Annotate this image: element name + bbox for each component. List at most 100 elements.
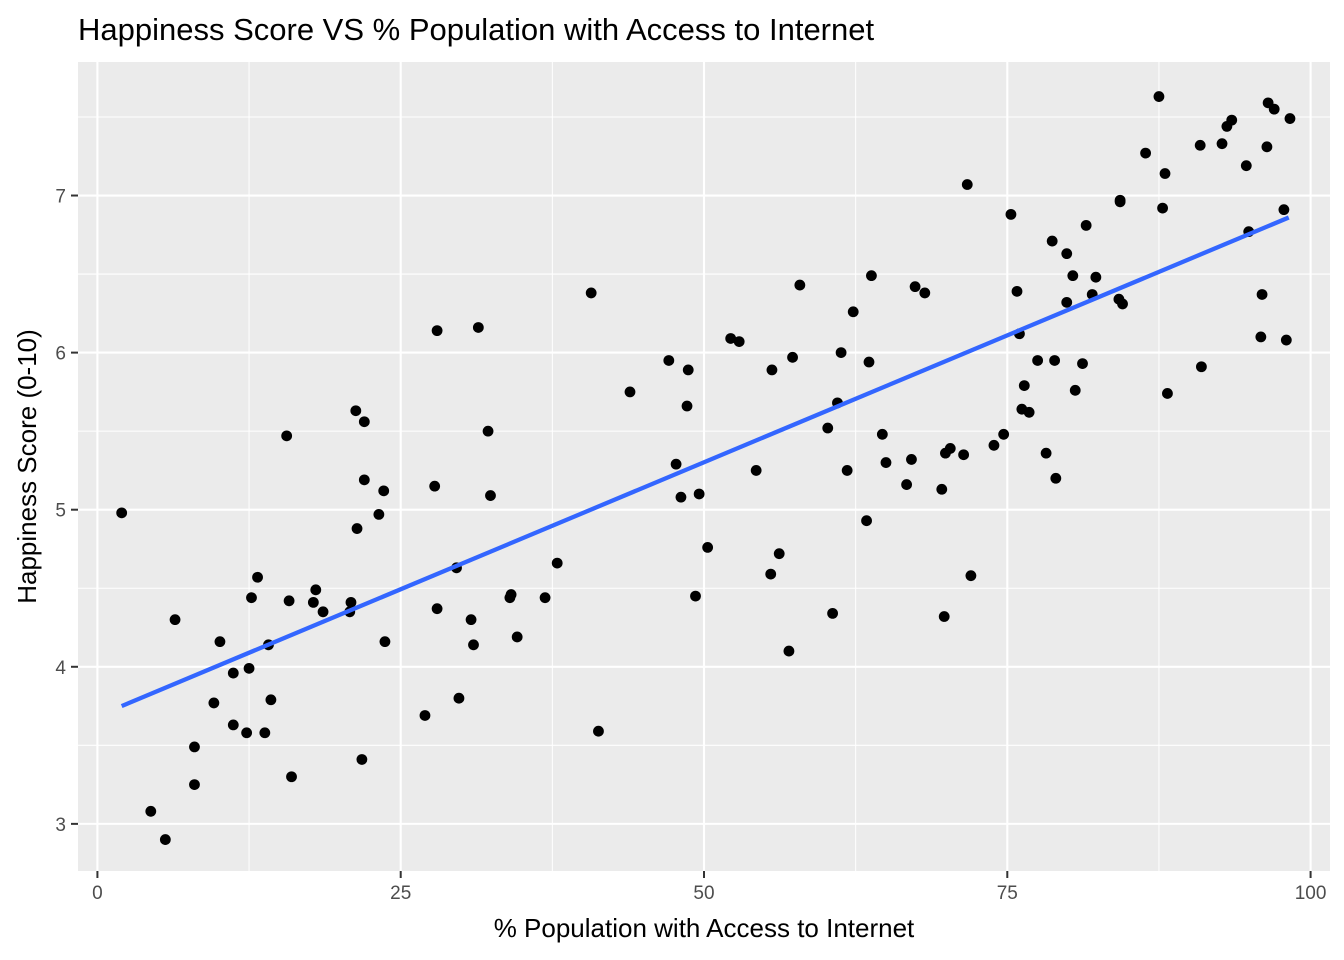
data-point	[1196, 361, 1207, 373]
data-point	[159, 834, 171, 845]
data-point	[901, 479, 913, 490]
data-point	[1050, 472, 1062, 484]
data-point	[379, 636, 391, 648]
data-point	[1153, 91, 1165, 102]
y-tick-label: 5	[55, 501, 66, 522]
data-point	[259, 727, 271, 739]
data-point	[725, 333, 737, 344]
data-point	[847, 306, 859, 318]
data-point	[1040, 447, 1052, 459]
data-point	[690, 590, 701, 602]
data-point	[1255, 331, 1267, 343]
data-point	[1226, 114, 1238, 126]
data-point	[189, 779, 200, 791]
data-point	[472, 322, 484, 333]
data-point	[693, 488, 705, 500]
data-point	[356, 754, 368, 765]
data-point	[880, 457, 892, 468]
scatter-points	[116, 91, 1296, 845]
data-point	[1114, 194, 1126, 206]
data-point	[350, 405, 362, 417]
data-point	[702, 542, 714, 553]
data-point	[835, 347, 847, 359]
x-tick-label: 100	[1295, 883, 1327, 904]
data-point	[681, 400, 693, 412]
data-point	[429, 480, 441, 492]
data-point	[750, 465, 762, 476]
data-point	[783, 645, 795, 657]
data-point	[317, 606, 329, 618]
x-tick-label: 75	[997, 883, 1018, 904]
data-point	[1090, 271, 1102, 283]
x-tick-label: 25	[390, 883, 411, 904]
data-point	[766, 364, 778, 376]
data-point	[145, 805, 157, 817]
data-point	[373, 509, 385, 520]
y-tick-label: 4	[55, 658, 66, 679]
trend-line	[120, 215, 1290, 709]
data-point	[116, 507, 128, 519]
data-point	[1023, 406, 1035, 418]
data-point	[358, 474, 370, 486]
data-point	[465, 614, 477, 626]
data-point	[243, 662, 255, 674]
data-point	[663, 355, 675, 366]
data-point	[539, 592, 551, 604]
data-point	[252, 571, 263, 583]
major-gridlines	[78, 62, 1330, 871]
data-point	[511, 631, 523, 643]
data-point	[1046, 235, 1058, 247]
data-point	[733, 336, 745, 348]
data-point	[1268, 103, 1280, 115]
data-point	[208, 697, 220, 709]
data-point	[1140, 147, 1151, 159]
data-point	[961, 179, 973, 190]
data-point	[241, 727, 253, 739]
data-point	[1162, 388, 1173, 399]
y-tick-label: 3	[55, 815, 66, 836]
data-point	[1284, 113, 1296, 124]
data-point	[1069, 384, 1081, 396]
data-point	[593, 725, 604, 737]
data-point	[585, 287, 597, 299]
data-point	[794, 279, 806, 291]
data-point	[1240, 160, 1252, 172]
data-point	[283, 595, 295, 607]
data-point	[827, 607, 838, 619]
data-point	[682, 364, 694, 376]
data-point	[453, 692, 465, 704]
data-point	[485, 490, 496, 501]
x-axis-ticks: 0 25 50 75 100	[92, 871, 1326, 904]
chart-title: Happiness Score VS % Population with Acc…	[78, 12, 874, 47]
data-point	[876, 428, 888, 440]
data-point	[958, 449, 970, 461]
data-point	[310, 584, 322, 596]
data-point	[1216, 138, 1228, 150]
x-tick-label: 0	[92, 883, 103, 904]
data-point	[1005, 208, 1017, 220]
data-point	[482, 425, 494, 437]
y-axis-ticks: 3 4 5 6 7	[55, 187, 78, 836]
data-point	[936, 483, 948, 495]
data-point	[965, 570, 977, 582]
data-point	[189, 741, 200, 753]
data-point	[1261, 141, 1273, 153]
data-point	[551, 557, 563, 569]
data-point	[1011, 285, 1023, 297]
x-tick-label: 50	[693, 883, 714, 904]
data-point	[1280, 334, 1292, 346]
data-point	[1049, 355, 1061, 366]
data-point	[307, 596, 319, 608]
data-point	[214, 636, 226, 648]
data-point	[431, 603, 443, 615]
data-point	[909, 281, 921, 293]
data-point	[169, 614, 181, 626]
data-point	[866, 270, 877, 282]
data-point	[1018, 380, 1030, 391]
data-point	[938, 611, 950, 622]
data-point	[227, 719, 239, 731]
data-point	[919, 287, 931, 299]
data-point	[246, 592, 257, 604]
data-point	[351, 523, 363, 534]
